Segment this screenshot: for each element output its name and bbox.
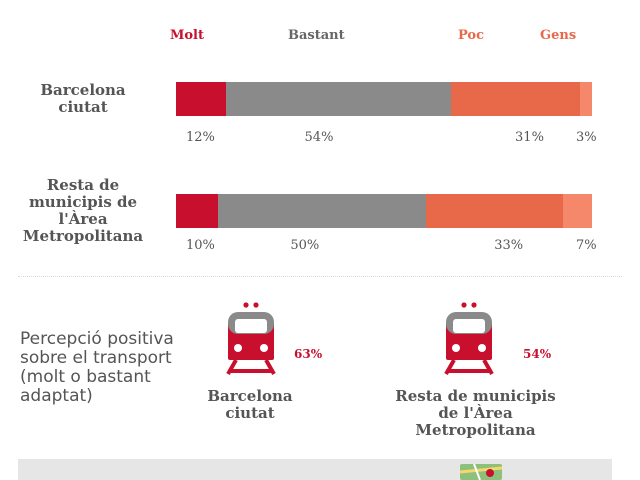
bar-segment: [176, 82, 226, 116]
stacked-bar: [176, 82, 592, 116]
data-label: 3%: [576, 130, 597, 145]
bar-segment: [225, 82, 451, 116]
bar-segment: [217, 194, 426, 228]
bar-segment: [425, 194, 563, 228]
data-label: 50%: [290, 238, 320, 253]
stacked-bar: [176, 194, 592, 228]
divider: [18, 276, 622, 277]
perception-label-barcelona: Barcelona ciutat: [190, 388, 310, 422]
city-label-line: Resta de municipis: [395, 387, 556, 405]
data-label: 12%: [186, 130, 215, 145]
legend-poc: Poc: [458, 28, 485, 43]
city-label-line: de l'Àrea: [438, 404, 513, 422]
row-label-line: l'Àrea: [58, 210, 108, 228]
perception-value-barcelona: 63%: [294, 347, 323, 361]
row-label-line: ciutat: [58, 98, 108, 116]
map-icon: [460, 464, 502, 480]
legend-bastant: Bastant: [288, 28, 345, 43]
row-label-line: municipis de: [28, 193, 138, 211]
row-label-line: Metropolitana: [22, 227, 144, 245]
row-label-resta: Resta de municipis de l'Àrea Metropolita…: [8, 177, 158, 245]
data-label: 33%: [494, 238, 524, 253]
city-label-line: ciutat: [225, 404, 275, 422]
legend-molt: Molt: [170, 28, 205, 43]
train-icon: [444, 302, 494, 375]
bar-segment: [579, 82, 592, 116]
bar-segment: [562, 194, 592, 228]
row-label-barcelona: Barcelona ciutat: [8, 82, 158, 116]
data-label: 54%: [304, 130, 334, 145]
data-label: 31%: [515, 130, 544, 145]
legend-gens: Gens: [540, 28, 577, 43]
perception-value-resta: 54%: [523, 347, 552, 361]
row-label-line: Resta de: [46, 176, 120, 194]
perception-label-resta: Resta de municipis de l'Àrea Metropolita…: [388, 388, 563, 439]
bottom-panel: [18, 459, 612, 480]
row-label-line: Barcelona: [40, 81, 126, 99]
city-label-line: Barcelona: [207, 387, 293, 405]
perception-title: Percepció positiva sobre el transport (m…: [20, 329, 174, 406]
bar-segment: [176, 194, 218, 228]
bar-segment: [450, 82, 580, 116]
city-label-line: Metropolitana: [415, 421, 536, 439]
train-icon: [226, 302, 276, 375]
data-label: 10%: [186, 238, 215, 253]
data-label: 7%: [576, 238, 597, 253]
